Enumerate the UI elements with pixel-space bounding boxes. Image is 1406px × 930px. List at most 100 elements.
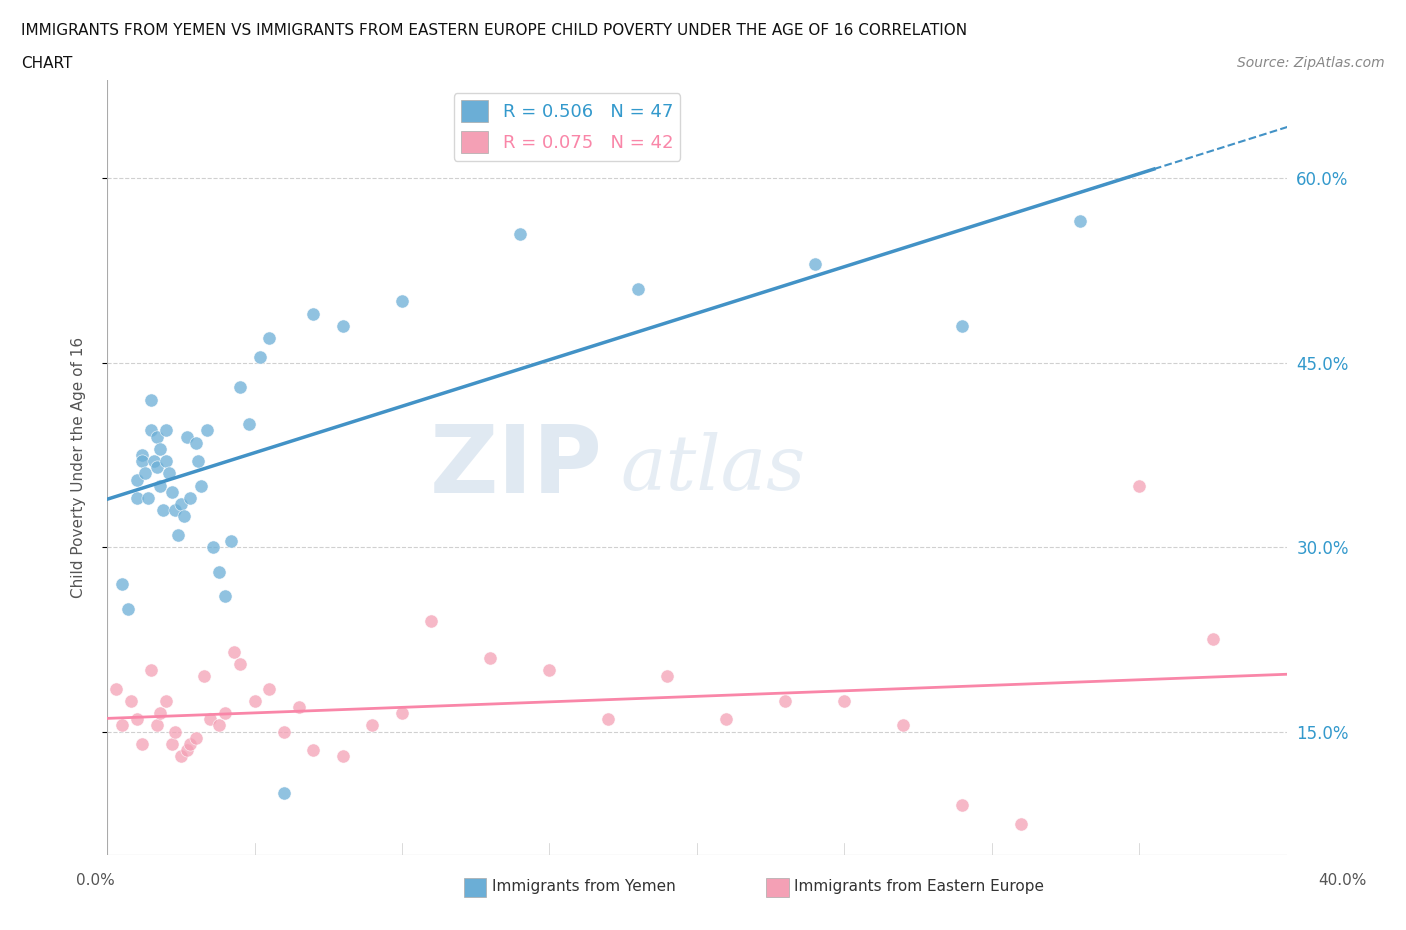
Point xyxy=(219,534,242,549)
Point xyxy=(111,577,134,591)
Point xyxy=(163,724,186,739)
Point xyxy=(179,491,201,506)
Point xyxy=(173,509,195,524)
Point xyxy=(160,737,183,751)
Point xyxy=(332,749,354,764)
Text: ZIP: ZIP xyxy=(430,421,603,513)
Text: Source: ZipAtlas.com: Source: ZipAtlas.com xyxy=(1237,56,1385,70)
Point xyxy=(131,447,153,462)
Point xyxy=(509,226,531,241)
Text: atlas: atlas xyxy=(620,432,806,506)
Point xyxy=(657,669,679,684)
Point xyxy=(598,711,620,726)
Point xyxy=(208,565,231,579)
Point xyxy=(273,724,295,739)
Point xyxy=(229,380,252,395)
Point xyxy=(176,429,198,444)
Point xyxy=(238,417,260,432)
Point xyxy=(1069,214,1091,229)
Point xyxy=(157,466,180,481)
Point xyxy=(125,491,148,506)
Point xyxy=(141,663,163,678)
Point xyxy=(160,485,183,499)
Point xyxy=(214,706,236,721)
Point xyxy=(214,589,236,604)
Point xyxy=(155,694,177,709)
Point xyxy=(146,718,169,733)
Point xyxy=(125,711,148,726)
Point xyxy=(950,798,973,813)
Point xyxy=(538,663,561,678)
Point xyxy=(1010,817,1032,831)
Point xyxy=(193,669,215,684)
Point xyxy=(249,350,271,365)
Point xyxy=(1202,632,1225,647)
Point xyxy=(143,454,166,469)
Point xyxy=(120,694,142,709)
Point xyxy=(155,454,177,469)
Point xyxy=(202,539,225,554)
Point xyxy=(111,718,134,733)
Point xyxy=(163,503,186,518)
Point xyxy=(152,503,174,518)
Point xyxy=(170,749,193,764)
Point xyxy=(141,392,163,407)
Point xyxy=(775,694,797,709)
Point xyxy=(155,423,177,438)
Point xyxy=(361,718,384,733)
Point xyxy=(287,699,309,714)
Point xyxy=(117,602,139,617)
Point xyxy=(302,743,325,758)
Point xyxy=(184,435,207,450)
Point xyxy=(229,657,252,671)
Point xyxy=(149,478,172,493)
Point xyxy=(627,282,650,297)
Point xyxy=(125,472,148,487)
Text: Immigrants from Eastern Europe: Immigrants from Eastern Europe xyxy=(794,879,1045,894)
Point xyxy=(420,614,443,629)
Point xyxy=(950,318,973,333)
Point xyxy=(259,331,281,346)
Point xyxy=(184,730,207,745)
Point xyxy=(104,681,127,696)
Point xyxy=(176,743,198,758)
Point xyxy=(187,454,209,469)
Point xyxy=(149,442,172,457)
Point xyxy=(149,706,172,721)
Text: CHART: CHART xyxy=(21,56,73,71)
Point xyxy=(208,718,231,733)
Point xyxy=(190,478,212,493)
Point xyxy=(222,644,245,659)
Point xyxy=(131,737,153,751)
Point xyxy=(891,718,914,733)
Point xyxy=(391,294,413,309)
Point xyxy=(179,737,201,751)
Point xyxy=(716,711,738,726)
Text: 0.0%: 0.0% xyxy=(76,873,115,888)
Point xyxy=(138,491,160,506)
Point xyxy=(302,306,325,321)
Point xyxy=(804,257,827,272)
Point xyxy=(131,454,153,469)
Point xyxy=(146,460,169,474)
Point xyxy=(146,429,169,444)
Text: 40.0%: 40.0% xyxy=(1319,873,1367,888)
Point xyxy=(243,694,266,709)
Y-axis label: Child Poverty Under the Age of 16: Child Poverty Under the Age of 16 xyxy=(72,337,86,598)
Point xyxy=(170,497,193,512)
Point xyxy=(1128,478,1150,493)
Legend: R = 0.506   N = 47, R = 0.075   N = 42: R = 0.506 N = 47, R = 0.075 N = 42 xyxy=(454,93,681,161)
Point xyxy=(166,527,188,542)
Point xyxy=(391,706,413,721)
Point xyxy=(832,694,855,709)
Text: Immigrants from Yemen: Immigrants from Yemen xyxy=(492,879,676,894)
Text: IMMIGRANTS FROM YEMEN VS IMMIGRANTS FROM EASTERN EUROPE CHILD POVERTY UNDER THE : IMMIGRANTS FROM YEMEN VS IMMIGRANTS FROM… xyxy=(21,23,967,38)
Point xyxy=(332,318,354,333)
Point xyxy=(479,650,502,665)
Point xyxy=(141,423,163,438)
Point xyxy=(134,466,156,481)
Point xyxy=(200,711,222,726)
Point xyxy=(273,786,295,801)
Point xyxy=(259,681,281,696)
Point xyxy=(195,423,218,438)
